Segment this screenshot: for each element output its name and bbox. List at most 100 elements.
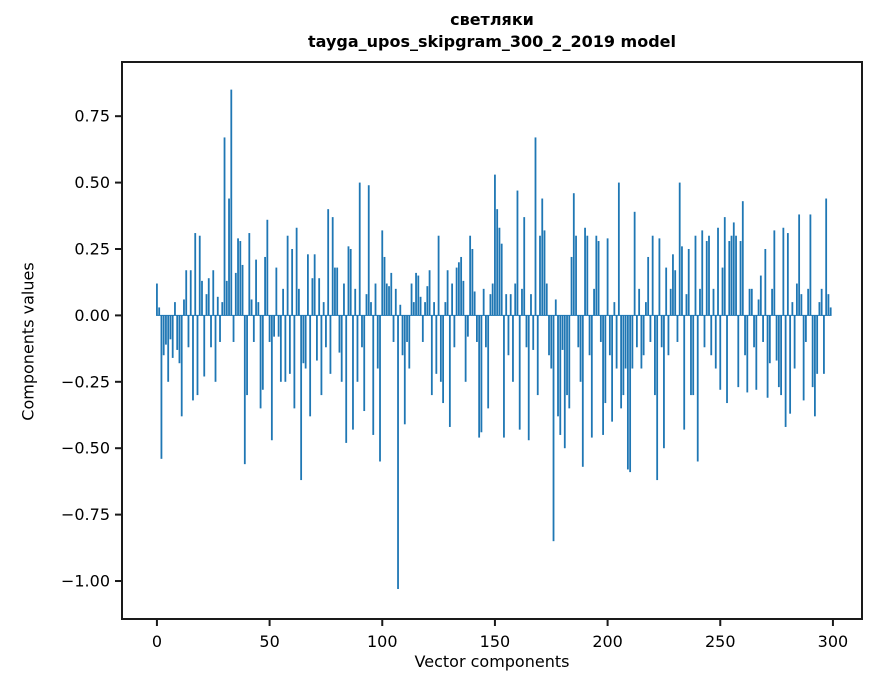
bar xyxy=(347,246,350,316)
bar xyxy=(586,235,589,316)
bar xyxy=(690,315,692,396)
bar xyxy=(642,315,645,356)
bar xyxy=(714,315,717,369)
bar xyxy=(712,288,715,316)
bar xyxy=(336,267,339,316)
bar xyxy=(462,280,465,316)
bar xyxy=(827,294,830,316)
bar xyxy=(588,315,591,356)
bar xyxy=(469,235,472,316)
bar xyxy=(807,288,810,316)
bar xyxy=(291,248,294,316)
bar xyxy=(210,315,212,348)
bar xyxy=(829,307,832,316)
bar xyxy=(710,315,713,356)
bar xyxy=(665,267,668,316)
bar xyxy=(185,270,188,316)
bar xyxy=(798,214,801,316)
bar xyxy=(205,294,208,316)
bar xyxy=(818,302,821,316)
bar xyxy=(356,315,359,382)
x-tick-label: 0 xyxy=(152,632,162,651)
bar xyxy=(523,217,526,316)
bar xyxy=(334,267,336,316)
bar xyxy=(316,315,318,361)
bar xyxy=(604,315,607,404)
bar xyxy=(584,227,586,316)
bar xyxy=(782,227,785,316)
bar xyxy=(442,315,444,404)
bar xyxy=(541,198,544,316)
bar xyxy=(322,302,325,316)
bar xyxy=(297,288,300,316)
bar xyxy=(261,315,264,390)
bar xyxy=(383,256,386,316)
bar xyxy=(165,315,167,345)
bar xyxy=(318,278,321,316)
bar xyxy=(766,315,769,398)
y-tick-label: −0.75 xyxy=(61,505,110,524)
bar xyxy=(374,283,377,316)
bar xyxy=(793,315,796,369)
bar xyxy=(728,241,731,316)
bar xyxy=(570,256,573,316)
bar xyxy=(753,315,755,348)
bar xyxy=(530,294,532,316)
bar xyxy=(257,302,260,316)
bar xyxy=(399,304,402,316)
bar xyxy=(617,182,620,316)
x-tick-label: 150 xyxy=(480,632,511,651)
bar xyxy=(246,315,248,396)
bar xyxy=(471,248,474,316)
y-axis-label: Components values xyxy=(18,262,38,421)
bar xyxy=(476,315,478,342)
bar xyxy=(676,315,679,342)
bar xyxy=(525,315,528,348)
bar xyxy=(248,233,251,316)
bar xyxy=(626,315,629,470)
bar xyxy=(804,315,807,342)
bar xyxy=(572,193,575,316)
bar xyxy=(548,315,550,356)
bar xyxy=(385,283,388,316)
bar xyxy=(494,174,496,316)
bar xyxy=(178,315,181,364)
bar xyxy=(192,315,194,401)
bar xyxy=(466,315,469,337)
bar xyxy=(491,283,494,316)
bar xyxy=(169,315,172,340)
bar xyxy=(430,315,433,396)
bar xyxy=(527,315,530,441)
bar xyxy=(343,283,345,316)
bar xyxy=(498,227,501,316)
bar xyxy=(744,315,746,356)
bar xyxy=(352,315,354,430)
bar xyxy=(768,315,771,364)
x-tick-label: 100 xyxy=(367,632,398,651)
bar xyxy=(156,283,158,316)
bar xyxy=(160,315,163,459)
bar xyxy=(669,288,672,316)
bar xyxy=(663,315,665,449)
y-tick-label: −0.25 xyxy=(61,372,110,391)
bar xyxy=(809,214,812,316)
bar xyxy=(539,235,541,316)
y-tick-label: 0.50 xyxy=(74,173,110,192)
bar xyxy=(802,315,805,401)
bar xyxy=(460,256,463,316)
bar xyxy=(566,315,568,396)
bar xyxy=(780,315,782,396)
bar xyxy=(252,315,255,342)
bar xyxy=(255,259,257,316)
bar xyxy=(762,315,764,342)
bar xyxy=(329,315,332,374)
bar xyxy=(379,315,381,462)
bar xyxy=(651,235,654,316)
bar xyxy=(473,291,476,316)
bar xyxy=(660,315,663,348)
bar xyxy=(180,315,183,417)
bar xyxy=(381,230,384,316)
bar xyxy=(696,315,699,462)
bar xyxy=(183,299,185,316)
